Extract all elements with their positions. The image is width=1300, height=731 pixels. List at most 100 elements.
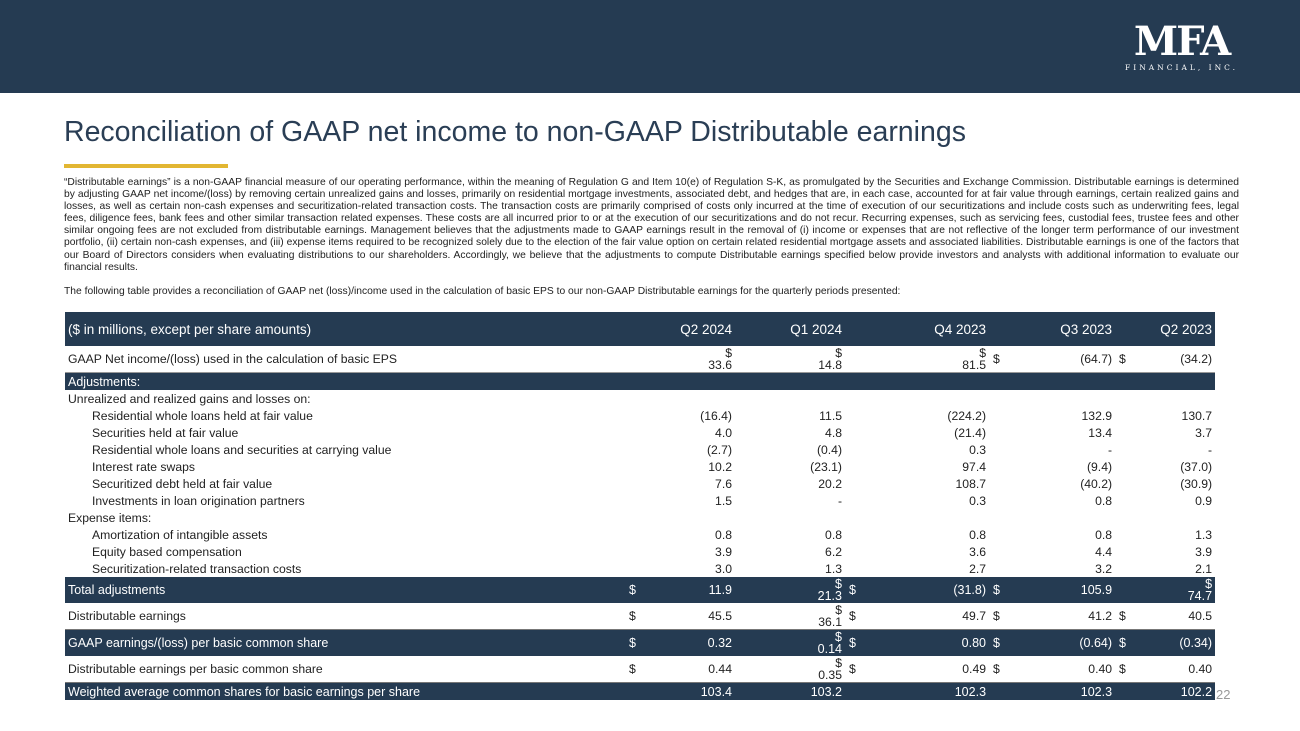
- row-label: Amortization of intangible assets: [92, 527, 268, 542]
- currency-symbol: $: [845, 577, 877, 603]
- row-label: Weighted average common shares for basic…: [65, 682, 625, 700]
- header-period: Q4 2023: [845, 312, 990, 346]
- value-cell: 2.7: [969, 561, 987, 576]
- header-period: Q2 2024: [625, 312, 735, 346]
- table-row: Securitized debt held at fair value 7.6 20…: [65, 475, 1215, 492]
- description-paragraph-2: The following table provides a reconcili…: [64, 285, 901, 297]
- value-cell: (34.2): [1147, 346, 1216, 373]
- value-cell: $21.3: [735, 577, 845, 603]
- table-row: Residential whole loans held at fair val…: [65, 407, 1215, 424]
- currency-symbol: $: [845, 656, 877, 683]
- value-cell: (64.7): [1021, 346, 1116, 373]
- distributable-earnings-row: Distributable earnings $45.5 $36.1 $ 49.…: [65, 603, 1216, 630]
- row-label: Securitized debt held at fair value: [92, 476, 273, 491]
- currency-symbol: $: [845, 603, 877, 630]
- value-cell: 1.5: [715, 493, 732, 508]
- currency-symbol: $: [725, 345, 732, 360]
- table-row: Amortization of intangible assets 0.8 0.8 0…: [65, 526, 1215, 543]
- currency-symbol: $: [979, 345, 987, 360]
- row-label: Residential whole loans and securities a…: [92, 442, 392, 457]
- value-cell: $81.5: [877, 345, 990, 373]
- value-cell: 4.4: [1095, 544, 1113, 559]
- table-row: Interest rate swaps 10.2 (23.1) 97.4 (9.4) (3…: [65, 458, 1215, 475]
- row-label: Residential whole loans held at fair val…: [92, 408, 313, 423]
- expense-items: Amortization of intangible assets 0.8 0.8 0…: [65, 526, 1215, 577]
- currency-symbol: $0.44: [625, 656, 735, 683]
- currency-symbol: $: [835, 577, 842, 591]
- logo-wordmark: MFA: [1133, 18, 1231, 65]
- row-label: Securities held at fair value: [92, 425, 239, 440]
- row-label: Interest rate swaps: [92, 459, 195, 474]
- distributable-eps-row: Distributable earnings per basic common …: [65, 656, 1216, 683]
- currency-symbol: $: [835, 656, 842, 670]
- currency-symbol: $: [1115, 629, 1148, 656]
- page-number: 22: [1216, 687, 1231, 702]
- value-cell: 0.80: [877, 629, 990, 656]
- currency-symbol: $11.9: [625, 577, 735, 603]
- value-cell: 41.2: [1021, 603, 1116, 630]
- unrealized-label: Unrealized and realized gains and losses…: [68, 391, 311, 406]
- currency-symbol: $: [1115, 346, 1148, 373]
- currency-symbol: $: [989, 577, 1022, 603]
- table-row: Investments in loan origination partners…: [65, 492, 1215, 509]
- total-adjustments-row: Total adjustments $11.9 $21.3 $ (31.8) $…: [65, 577, 1216, 603]
- value-cell: 3.7: [1195, 425, 1213, 440]
- value-cell: 7.6: [715, 476, 732, 491]
- value-cell: 1.3: [1195, 527, 1213, 542]
- table-row: Securitization-related transaction costs…: [65, 560, 1215, 577]
- value-cell: 40.5: [1147, 603, 1216, 630]
- currency-symbol: $: [835, 630, 842, 644]
- value-cell: (0.34): [1147, 629, 1216, 656]
- value-cell: 0.9: [1195, 493, 1213, 508]
- value-cell: $33.6: [625, 346, 735, 373]
- value-cell: (224.2): [947, 408, 987, 423]
- currency-symbol: $: [1115, 656, 1148, 683]
- section-label-row: Unrealized and realized gains and losses…: [65, 390, 1215, 407]
- value-cell: 4.0: [715, 425, 732, 440]
- value-cell: 102.3: [845, 682, 990, 700]
- header-period: Q3 2023: [989, 312, 1116, 346]
- value-cell: (40.2): [1080, 476, 1113, 491]
- value-cell: (2.7): [706, 442, 732, 457]
- row-label: Distributable earnings: [65, 603, 625, 630]
- value-cell: 97.4: [962, 459, 987, 474]
- unrealized-items: Residential whole loans held at fair val…: [65, 407, 1215, 509]
- company-logo: MFA FINANCIAL, INC.: [1125, 22, 1238, 74]
- value-cell: 11.5: [819, 408, 842, 423]
- value-cell: (31.8): [877, 577, 990, 603]
- value-cell: 130.7: [1181, 408, 1213, 423]
- value-cell: 132.9: [1081, 408, 1113, 423]
- value-cell: (16.4): [700, 408, 732, 423]
- table-row: Residential whole loans and securities a…: [65, 441, 1215, 458]
- value-cell: 0.8: [1095, 493, 1113, 508]
- value-cell: 0.8: [969, 527, 987, 542]
- value-cell: 2.1: [1195, 561, 1213, 576]
- table-row: GAAP Net income/(loss) used in the calcu…: [65, 345, 1216, 373]
- section-band: Adjustments:: [65, 372, 1216, 390]
- value-cell: (9.4): [1086, 459, 1113, 474]
- value-cell: 3.9: [715, 544, 732, 559]
- value-cell: $0.14: [735, 629, 845, 656]
- value-cell: 108.7: [955, 476, 987, 491]
- value-cell: (21.4): [954, 425, 987, 440]
- currency-symbol: $: [989, 346, 1022, 373]
- value-cell: 103.2: [735, 682, 845, 700]
- value-cell: 49.7: [877, 603, 990, 630]
- header-label: ($ in millions, except per share amounts…: [65, 312, 625, 346]
- value-cell: 103.4: [625, 682, 735, 700]
- value-cell: 1.3: [825, 561, 842, 576]
- value-cell: 0.8: [825, 527, 842, 542]
- row-label: Total adjustments: [65, 577, 625, 603]
- row-label: Securitization-related transaction costs: [92, 561, 302, 576]
- value-cell: $74.7: [1147, 577, 1216, 603]
- currency-symbol: $0.32: [625, 629, 735, 656]
- value-cell: 3.0: [715, 561, 732, 576]
- currency-symbol: $: [835, 345, 842, 360]
- adjustments-label: Adjustments:: [65, 372, 1216, 390]
- header-period: Q2 2023: [1115, 312, 1216, 346]
- currency-symbol: $: [845, 629, 877, 656]
- value-cell: (30.9): [1180, 476, 1213, 491]
- description-text: “Distributable earnings” is a non-GAAP f…: [64, 177, 1239, 309]
- value-cell: (23.1): [810, 459, 842, 474]
- value-cell: (37.0): [1180, 459, 1213, 474]
